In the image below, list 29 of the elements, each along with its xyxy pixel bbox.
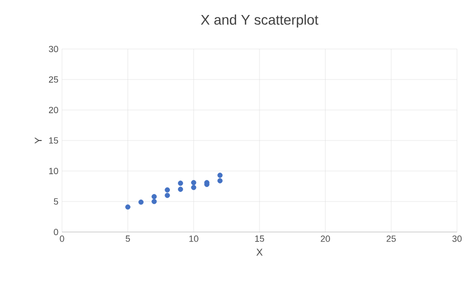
y-tick-label: 10 — [49, 168, 58, 174]
point — [191, 180, 196, 186]
y-tick-label: 25 — [48, 76, 58, 83]
chart-title: X and Y scatterplot — [200, 14, 318, 28]
x-tick-label: 30 — [452, 236, 462, 242]
x-tick-label: 10 — [189, 236, 198, 242]
point — [178, 186, 184, 192]
point — [138, 200, 144, 205]
x-tick-label: 15 — [255, 236, 264, 242]
y-tick-label: 20 — [48, 106, 58, 114]
y-tick-label: 30 — [48, 46, 58, 52]
point — [152, 194, 157, 200]
point — [191, 184, 196, 190]
x-tick-label: 5 — [126, 236, 130, 242]
point — [178, 180, 184, 186]
point — [152, 198, 157, 204]
point — [164, 192, 170, 198]
point — [217, 178, 223, 184]
y-axis-title: Y — [34, 137, 42, 144]
point — [125, 204, 130, 210]
x-tick-label: 0 — [60, 236, 64, 242]
y-tick-label: 5 — [54, 198, 58, 205]
x-axis-title: X — [256, 248, 263, 256]
point — [217, 172, 223, 178]
y-tick-label: 0 — [54, 228, 58, 236]
x-tick-label: 20 — [320, 236, 330, 242]
y-tick-label: 15 — [49, 137, 58, 144]
point — [164, 187, 170, 192]
x-tick-label: 25 — [386, 236, 396, 242]
